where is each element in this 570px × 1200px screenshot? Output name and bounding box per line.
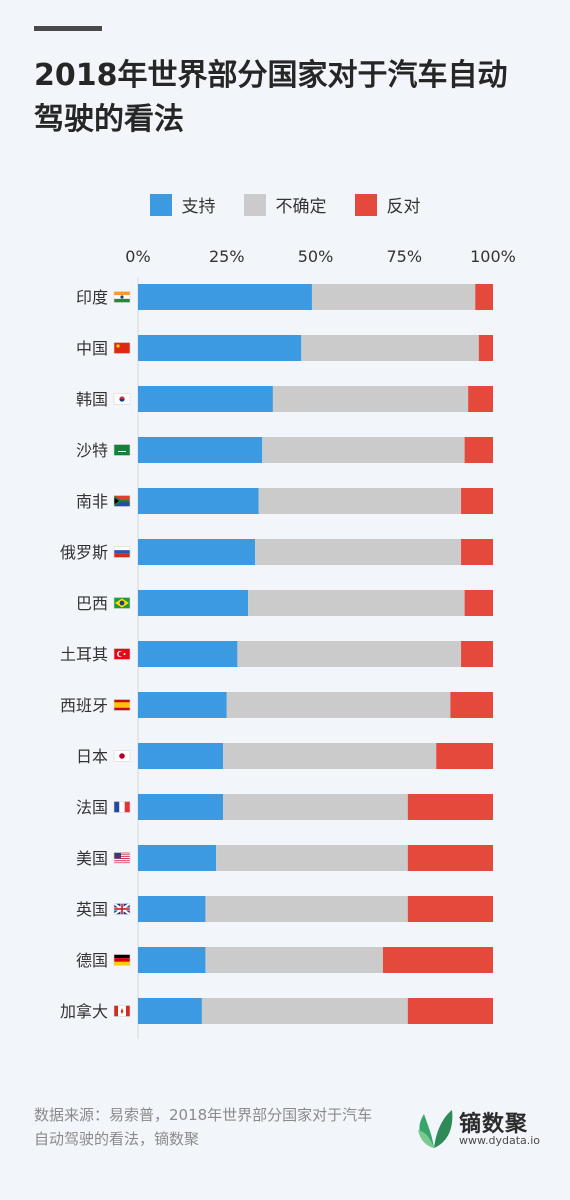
bar-support: [138, 845, 217, 871]
bar-support: [138, 284, 312, 310]
bar-support: [138, 743, 224, 769]
legend-swatch-unsure: [243, 193, 266, 216]
category-label: 南非: [76, 492, 108, 511]
bar-support: [138, 335, 302, 361]
flag-spain-icon: [113, 699, 131, 711]
bar-oppose: [464, 590, 493, 616]
bar-support: [138, 692, 227, 718]
bar-unsure: [301, 335, 479, 361]
category-label: 印度: [76, 288, 108, 307]
category-label: 英国: [76, 900, 108, 919]
bar-oppose: [382, 947, 493, 973]
bar-oppose: [461, 539, 493, 565]
source-note: 数据来源：易索普，2018年世界部分国家对于汽车自动驾驶的看法，镝数聚: [34, 1106, 373, 1148]
leaf-logo-icon: [418, 1110, 453, 1148]
bar-unsure: [258, 488, 462, 514]
category-label: 韩国: [76, 390, 108, 409]
flag-turkey-icon: [113, 648, 131, 660]
bar-oppose: [478, 335, 493, 361]
flag-japan-icon: [113, 750, 131, 762]
x-tick-label: 100%: [470, 247, 516, 266]
flag-canada-icon: [113, 1005, 131, 1017]
bar-oppose: [407, 896, 493, 922]
category-label: 美国: [76, 849, 108, 868]
flag-germany-icon: [113, 954, 131, 966]
bar-oppose: [407, 998, 493, 1024]
bar-support: [138, 488, 259, 514]
category-label: 日本: [76, 747, 108, 766]
bar-oppose: [461, 641, 493, 667]
flag-russia-icon: [113, 546, 131, 558]
x-tick-label: 50%: [298, 247, 334, 266]
category-label: 俄罗斯: [60, 543, 108, 562]
bar-unsure: [205, 896, 408, 922]
flag-saudi-icon: [113, 444, 131, 456]
bar-support: [138, 947, 206, 973]
legend: 支持 不确定 反对: [0, 192, 570, 217]
legend-label-support: 支持: [181, 197, 216, 217]
bar-oppose: [407, 794, 493, 820]
flag-usa-icon: [113, 852, 131, 864]
flag-france-icon: [113, 801, 131, 813]
bar-unsure: [205, 947, 383, 973]
bar-unsure: [262, 437, 465, 463]
legend-swatch-support: [149, 193, 172, 216]
bar-unsure: [311, 284, 476, 310]
stacked-bar-chart: 0% 25% 50% 75% 100% 印度中国韩国沙特南非俄罗斯巴西土耳其西班牙日本法国…: [60, 247, 516, 1039]
bar-support: [138, 539, 256, 565]
bar-unsure: [223, 743, 437, 769]
bar-support: [138, 386, 273, 412]
bar-oppose: [464, 437, 493, 463]
bar-support: [138, 896, 206, 922]
legend-swatch-oppose: [354, 193, 377, 216]
category-label: 加拿大: [60, 1002, 108, 1021]
x-tick-label: 75%: [386, 247, 422, 266]
bar-oppose: [468, 386, 493, 412]
brand-url: www.dydata.io: [459, 1134, 541, 1147]
bar-oppose: [461, 488, 493, 514]
legend-label-unsure: 不确定: [275, 197, 327, 217]
category-label: 德国: [76, 951, 108, 970]
x-tick-label: 25%: [209, 247, 245, 266]
bar-unsure: [255, 539, 462, 565]
category-label: 西班牙: [60, 696, 108, 715]
bar-unsure: [216, 845, 408, 871]
bar-unsure: [248, 590, 465, 616]
flag-korea-icon: [113, 393, 131, 405]
category-label: 土耳其: [60, 645, 108, 664]
legend-item-support: 支持: [149, 192, 216, 217]
flag-china-icon: [113, 342, 131, 354]
category-label: 中国: [76, 339, 108, 358]
bar-support: [138, 998, 202, 1024]
bar-support: [138, 590, 249, 616]
bar-unsure: [223, 794, 408, 820]
category-label: 巴西: [76, 594, 108, 613]
x-tick-label: 0%: [125, 247, 150, 266]
bar-unsure: [272, 386, 469, 412]
bar-support: [138, 794, 224, 820]
bar-support: [138, 437, 263, 463]
category-label: 法国: [76, 798, 108, 817]
bar-oppose: [407, 845, 493, 871]
bar-unsure: [226, 692, 451, 718]
bar-unsure: [201, 998, 408, 1024]
bar-oppose: [436, 743, 493, 769]
brand-name: 镝数聚: [459, 1112, 529, 1137]
top-rule: [34, 26, 102, 31]
bar-oppose: [450, 692, 493, 718]
brand: 镝数聚 www.dydata.io: [414, 1104, 554, 1150]
flag-india-icon: [113, 291, 131, 303]
flag-southafrica-icon: [113, 495, 131, 507]
bar-unsure: [237, 641, 462, 667]
category-label: 沙特: [76, 441, 108, 460]
bar-oppose: [475, 284, 493, 310]
flag-uk-icon: [113, 902, 131, 916]
bar-support: [138, 641, 238, 667]
chart-title: 2018年世界部分国家对于汽车自动驾驶的看法: [34, 58, 508, 137]
legend-item-oppose: 反对: [354, 192, 421, 217]
legend-item-unsure: 不确定: [243, 192, 327, 217]
flag-brazil-icon: [113, 597, 131, 609]
legend-label-oppose: 反对: [386, 197, 421, 217]
